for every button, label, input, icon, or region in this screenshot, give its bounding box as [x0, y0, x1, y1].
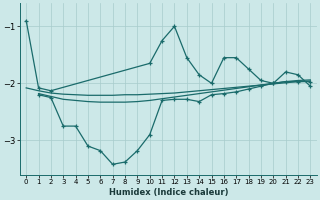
X-axis label: Humidex (Indice chaleur): Humidex (Indice chaleur) [108, 188, 228, 197]
